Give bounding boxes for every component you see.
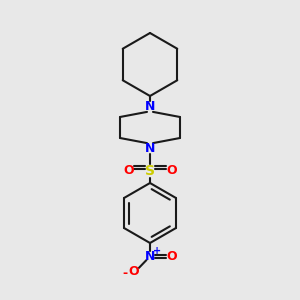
Text: -: - xyxy=(122,266,128,280)
Text: N: N xyxy=(145,100,155,113)
Text: S: S xyxy=(145,164,155,178)
Text: N: N xyxy=(145,250,155,263)
Text: O: O xyxy=(166,250,177,263)
Text: O: O xyxy=(123,164,134,178)
Text: +: + xyxy=(152,246,161,256)
Text: N: N xyxy=(145,142,155,155)
Text: O: O xyxy=(166,164,177,178)
Text: O: O xyxy=(128,265,139,278)
